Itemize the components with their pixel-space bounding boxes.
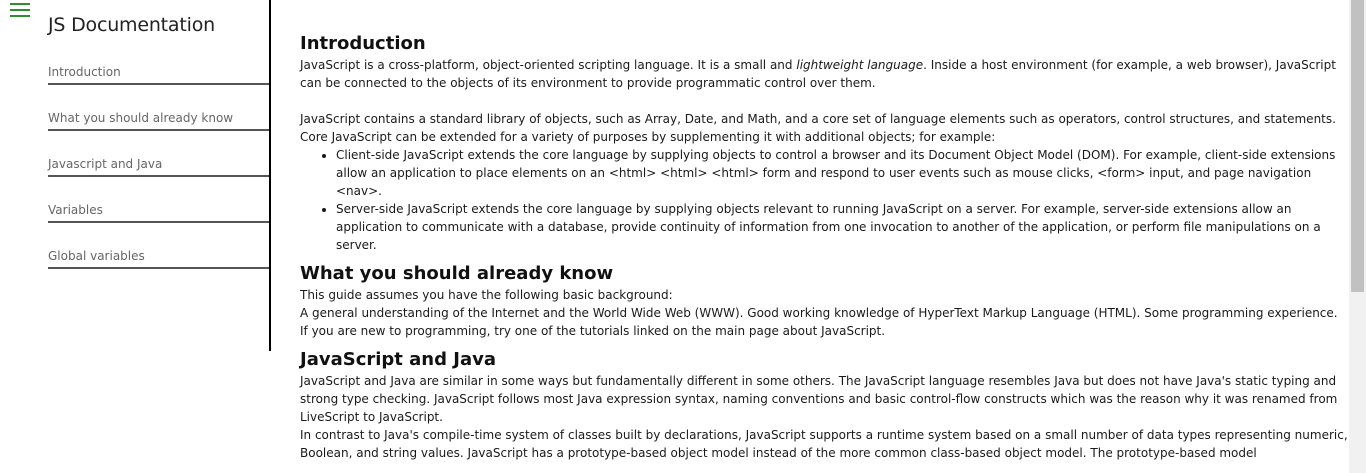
section-title: JavaScript and Java <box>300 349 496 370</box>
section-what-you-should-already-know: What you should already know This guide … <box>300 262 1348 340</box>
nav-link-javascript-and-java[interactable]: Javascript and Java <box>48 155 269 177</box>
nav-link-what-you-should-already-know[interactable]: What you should already know <box>48 109 269 131</box>
paragraph: This guide assumes you have the followin… <box>300 288 673 302</box>
list: Client-side JavaScript extends the core … <box>300 146 1348 254</box>
section-title: What you should already know <box>300 263 614 284</box>
emphasis: lightweight language <box>796 58 924 72</box>
nav-link-global-variables[interactable]: Global variables <box>48 247 269 269</box>
paragraph: JavaScript is a cross-platform, object-o… <box>300 56 1348 92</box>
scrollbar-thumb[interactable] <box>1351 0 1364 292</box>
list-item: Server-side JavaScript extends the core … <box>336 200 1348 254</box>
paragraph: JavaScript and Java are similar in some … <box>300 374 1338 424</box>
nav-link-introduction[interactable]: Introduction <box>48 63 269 85</box>
nav-link-variables[interactable]: Variables <box>48 201 269 223</box>
section-javascript-and-java: JavaScript and Java JavaScript and Java … <box>300 348 1348 462</box>
menu-bar-3 <box>10 15 30 17</box>
section-introduction: Introduction JavaScript is a cross-platf… <box>300 32 1348 254</box>
nav-title: JS Documentation <box>48 14 215 36</box>
paragraph: In contrast to Java's compile-time syste… <box>300 428 1348 460</box>
section-title: Introduction <box>300 33 426 54</box>
paragraph: JavaScript contains a standard library o… <box>300 112 1336 144</box>
hamburger-menu-icon[interactable] <box>10 3 30 21</box>
menu-bar-1 <box>10 3 30 5</box>
text: JavaScript is a cross-platform, object-o… <box>300 58 797 72</box>
paragraph: A general understanding of the Internet … <box>300 306 1338 338</box>
scrollbar-track[interactable] <box>1349 0 1366 473</box>
sidebar-nav: JS Documentation Introduction What you s… <box>0 0 271 351</box>
nav-list: Introduction What you should already kno… <box>48 63 269 293</box>
text: . Inside a host environment (for example… <box>300 58 1336 90</box>
menu-bar-2 <box>10 9 30 11</box>
list-item: Client-side JavaScript extends the core … <box>336 146 1348 200</box>
main-doc: Introduction JavaScript is a cross-platf… <box>300 32 1348 462</box>
